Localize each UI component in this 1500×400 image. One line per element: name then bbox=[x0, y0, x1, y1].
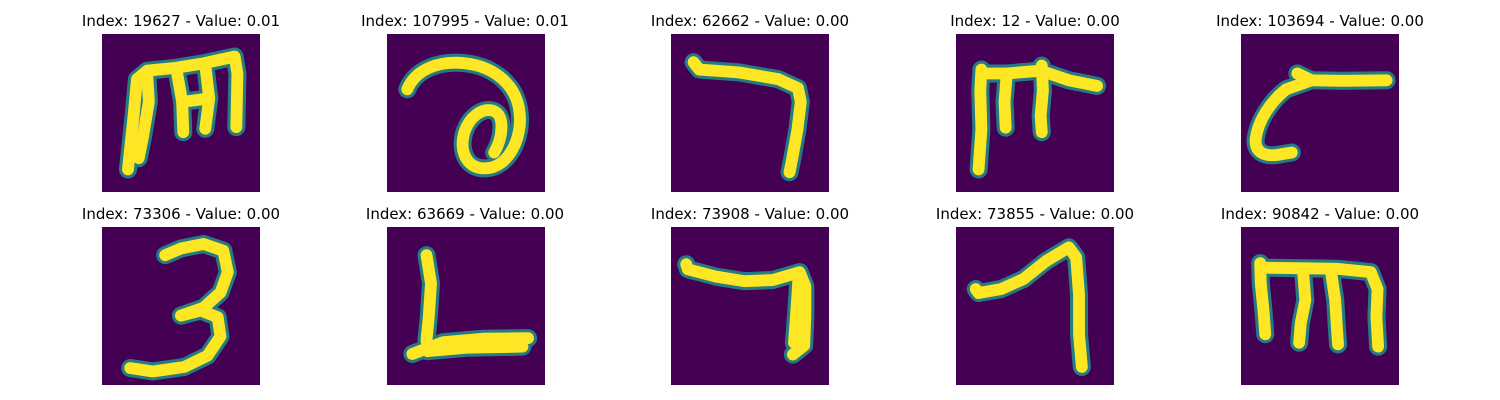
glyph-image-1 bbox=[102, 34, 260, 192]
handwritten-glyph bbox=[122, 50, 244, 176]
handwritten-glyph bbox=[406, 249, 534, 360]
panel-title-2: Index: 107995 - Value: 0.01 bbox=[361, 12, 569, 30]
handwritten-glyph bbox=[972, 59, 1103, 176]
image-panel-2-curl-shape bbox=[387, 34, 545, 192]
handwritten-glyph bbox=[680, 258, 812, 361]
glyph-image-2 bbox=[387, 34, 545, 192]
panel-title-6: Index: 73306 - Value: 0.00 bbox=[81, 205, 281, 223]
handwritten-glyph bbox=[1254, 257, 1385, 353]
image-panel-7-l-shape bbox=[387, 227, 545, 385]
panel-title-8: Index: 73908 - Value: 0.00 bbox=[650, 205, 850, 223]
handwritten-glyph bbox=[401, 56, 526, 175]
image-panel-10-m-shape-2 bbox=[1241, 227, 1399, 385]
glyph-image-10 bbox=[1241, 227, 1399, 385]
glyph-image-7 bbox=[387, 227, 545, 385]
glyph-image-4 bbox=[956, 34, 1114, 192]
image-panel-1-m-shape bbox=[102, 34, 260, 192]
image-panel-8-seven-shape-2 bbox=[671, 227, 829, 385]
image-panel-4-f-shape bbox=[956, 34, 1114, 192]
glyph-image-5 bbox=[1241, 34, 1399, 192]
panel-title-10: Index: 90842 - Value: 0.00 bbox=[1220, 205, 1420, 223]
image-panel-6-three-shape bbox=[102, 227, 260, 385]
glyph-image-6 bbox=[102, 227, 260, 385]
image-panel-3-seven-shape bbox=[671, 34, 829, 192]
handwritten-glyph bbox=[687, 56, 807, 179]
glyph-image-3 bbox=[671, 34, 829, 192]
handwritten-glyph bbox=[124, 238, 234, 378]
handwritten-glyph bbox=[1249, 67, 1393, 162]
handwritten-glyph bbox=[969, 241, 1088, 373]
panel-title-1: Index: 19627 - Value: 0.01 bbox=[81, 12, 281, 30]
image-panel-5-hook-shape bbox=[1241, 34, 1399, 192]
glyph-image-9 bbox=[956, 227, 1114, 385]
glyph-image-8 bbox=[671, 227, 829, 385]
image-panel-9-one-shape bbox=[956, 227, 1114, 385]
panel-title-9: Index: 73855 - Value: 0.00 bbox=[935, 205, 1135, 223]
panel-title-4: Index: 12 - Value: 0.00 bbox=[950, 12, 1120, 30]
panel-title-7: Index: 63669 - Value: 0.00 bbox=[365, 205, 565, 223]
panel-title-3: Index: 62662 - Value: 0.00 bbox=[650, 12, 850, 30]
panel-title-5: Index: 103694 - Value: 0.00 bbox=[1216, 12, 1424, 30]
